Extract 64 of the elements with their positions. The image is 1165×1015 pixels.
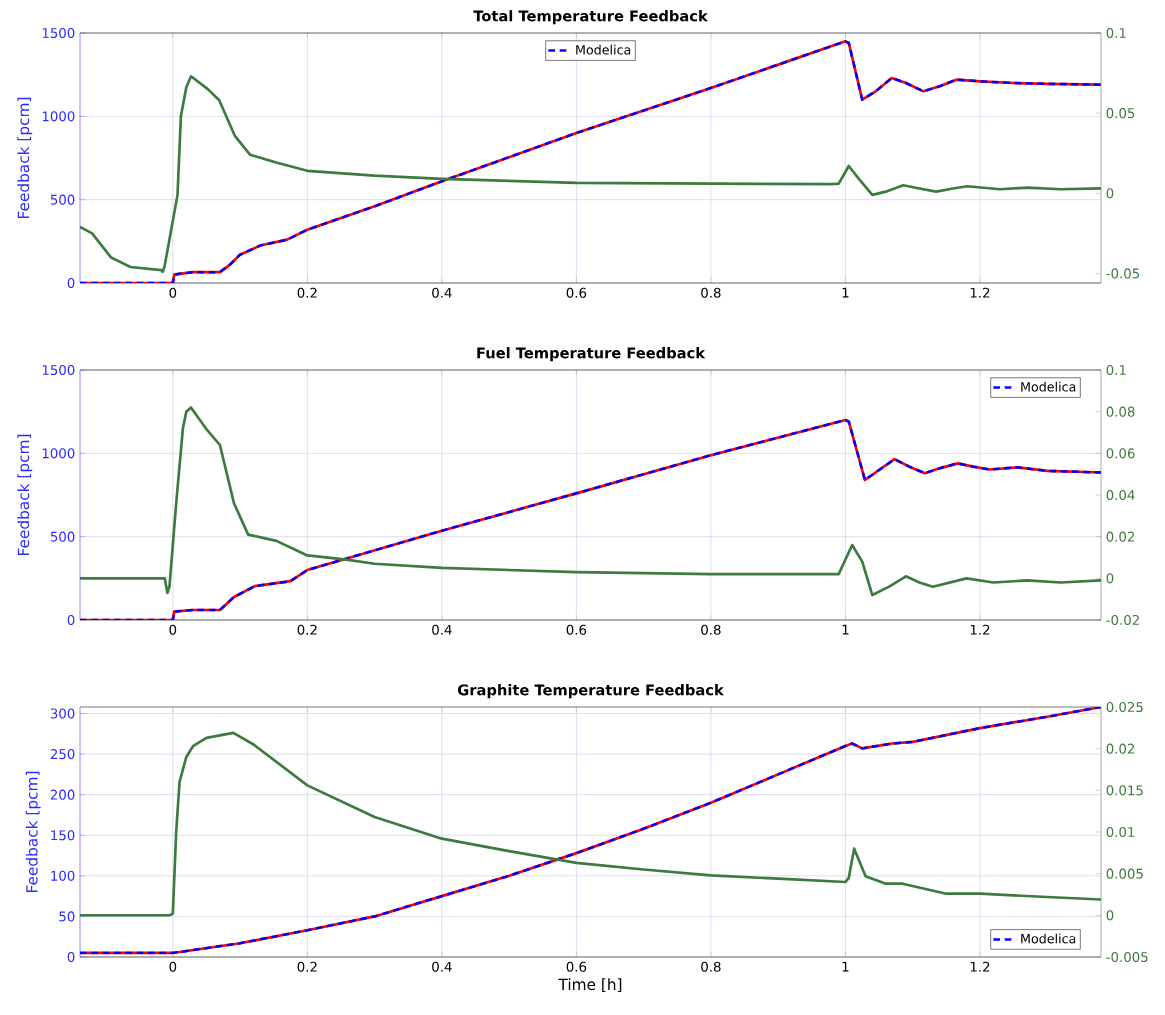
y-tick-label: 100 (51, 870, 75, 881)
chart-title: Graphite Temperature Feedback (458, 684, 725, 699)
y2-tick-label: 0.025 (1106, 701, 1143, 713)
y2-tick-label: 0 (1106, 910, 1114, 921)
y2-tick-label: 0.06 (1106, 448, 1135, 459)
x-tick-label: 0.8 (701, 287, 721, 298)
legend-label: Modelica (576, 44, 631, 55)
legend-label: Modelica (1021, 381, 1076, 392)
y-tick-label: 300 (50, 708, 75, 719)
y2-tick-label: 0.005 (1106, 868, 1143, 879)
x-tick-label: 0.2 (297, 287, 317, 298)
y-tick-label: 50 (59, 911, 75, 922)
y-tick-label: 1500 (42, 27, 75, 39)
y-tick-label: 500 (50, 531, 75, 542)
y2-tick-label: -0.005 (1106, 951, 1148, 963)
x-tick-label: 1.2 (970, 624, 990, 635)
x-tick-label: 0 (169, 961, 177, 972)
chart-title: Total Temperature Feedback (473, 10, 709, 25)
y2-tick-label: 0.04 (1106, 489, 1135, 501)
x-tick-label: 0 (169, 287, 177, 298)
x-tick-label: 0.8 (701, 961, 721, 972)
x-tick-label: 0.4 (432, 624, 452, 635)
y2-tick-label: -0.05 (1106, 268, 1140, 279)
y2-tick-label: 0.02 (1106, 531, 1135, 542)
x-tick-label: 0 (169, 624, 177, 635)
x-tick-label: 0.6 (566, 624, 587, 635)
x-tick-label: 1 (842, 624, 849, 635)
y-axis-title: Feedback [pcm] (17, 97, 33, 218)
x-tick-label: 0.4 (432, 287, 452, 298)
y2-tick-label: -0.02 (1106, 614, 1139, 626)
y-tick-label: 1000 (42, 448, 75, 459)
y-tick-label: 0 (67, 277, 75, 289)
y2-tick-label: 0.015 (1106, 785, 1143, 796)
y-tick-label: 1500 (42, 364, 75, 376)
y-axis-title: Feedback [pcm] (25, 771, 41, 892)
y-tick-label: 150 (51, 830, 75, 841)
y2-tick-label: 0 (1106, 188, 1114, 199)
x-tick-label: 0.6 (566, 961, 587, 972)
x-tick-label: 1 (842, 961, 849, 972)
x-tick-label: 0.6 (566, 287, 587, 298)
y-tick-label: 0 (67, 614, 75, 626)
y-axis-title: Feedback [pcm] (17, 434, 33, 555)
y-tick-label: 500 (50, 194, 75, 205)
x-axis-title: Time [h] (558, 978, 622, 992)
y2-tick-label: 0.1 (1106, 364, 1126, 376)
y-tick-label: 250 (50, 749, 75, 760)
x-tick-label: 0.8 (701, 624, 721, 635)
y2-tick-label: 0.05 (1106, 108, 1135, 119)
x-tick-label: 1.2 (970, 287, 990, 298)
y-tick-label: 0 (67, 951, 75, 963)
x-tick-label: 0.2 (297, 961, 317, 972)
chart-title: Fuel Temperature Feedback (477, 347, 706, 362)
legend-label: Modelica (1021, 933, 1076, 944)
y2-tick-label: 0.08 (1106, 406, 1135, 417)
y-tick-label: 1000 (42, 111, 75, 122)
x-tick-label: 0.4 (432, 961, 452, 972)
y-tick-label: 200 (50, 789, 75, 800)
y2-tick-label: 0.02 (1106, 743, 1135, 754)
x-tick-label: 0.2 (297, 624, 317, 635)
x-tick-label: 1.2 (970, 961, 990, 972)
y2-tick-label: 0.01 (1106, 826, 1135, 838)
x-tick-label: 1 (842, 287, 849, 298)
y2-tick-label: 0 (1106, 573, 1114, 584)
y2-tick-label: 0.1 (1106, 27, 1126, 39)
